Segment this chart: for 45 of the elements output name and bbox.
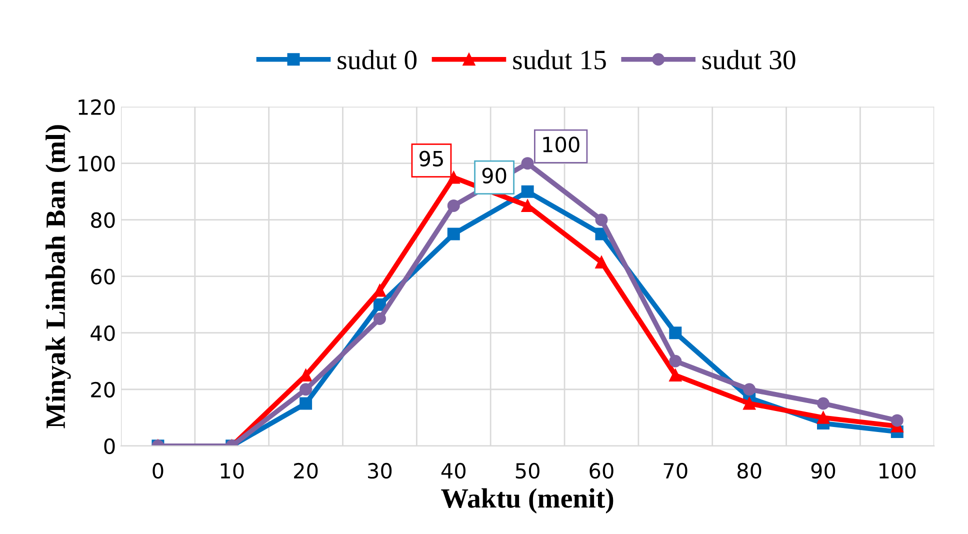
point [595,256,608,268]
point [816,397,830,410]
point [373,312,386,325]
annotation: 100 [543,136,580,152]
point [669,368,682,382]
point [447,228,460,240]
point [373,298,386,311]
x-tick-label: 60 [590,462,614,479]
x-tick-label: 30 [368,462,392,479]
point [521,185,534,198]
point [890,414,904,427]
legend-label: sudut 15 [513,50,606,70]
point [669,354,682,368]
x-tick-label: 0 [152,462,164,479]
point [447,199,460,212]
y-tick-label: 100 [78,156,115,172]
y-tick-label: 80 [91,212,115,228]
point [521,157,534,170]
y-tick-label: 0 [104,438,115,454]
point [300,383,312,396]
point [816,411,830,424]
point [595,214,608,226]
point [743,397,756,410]
y-tick-label: 120 [78,99,115,116]
annotation: 95 [420,150,443,167]
y-axis-title: Minyak Limbah Ban (ml) [46,125,71,428]
x-tick-label: 80 [737,462,762,479]
x-tick-label: 90 [811,462,836,479]
point [447,171,460,184]
x-tick-label: 70 [664,462,688,479]
point [743,383,756,396]
x-axis-title: Waktu (menit) [441,488,614,514]
x-tick-label: 50 [516,462,540,479]
x-tick-label: 10 [220,462,244,479]
annotation: 90 [482,168,506,184]
legend-label: sudut 0 [338,50,417,70]
y-tick-label: 60 [91,268,115,285]
legend-label: sudut 30 [702,50,796,70]
point [669,326,682,340]
x-tick-label: 20 [294,462,318,479]
x-tick-label: 40 [441,462,466,479]
y-tick-label: 20 [91,382,115,398]
point [300,397,312,410]
x-tick-label: 100 [880,462,916,479]
y-tick-label: 40 [90,325,115,342]
